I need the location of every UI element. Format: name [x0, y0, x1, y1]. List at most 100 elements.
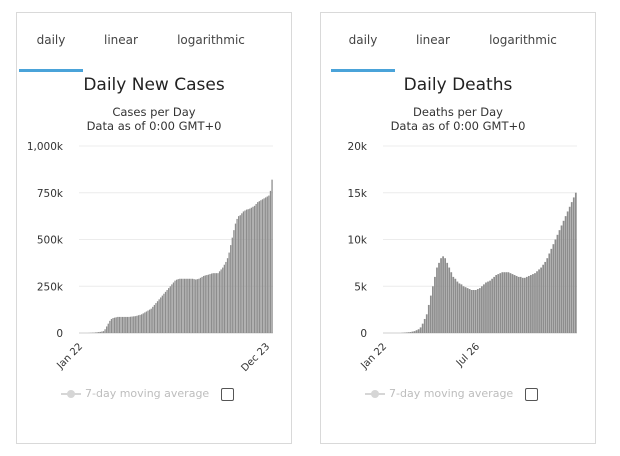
- data-bar: [145, 311, 148, 333]
- data-bar: [513, 275, 516, 333]
- data-bar: [515, 275, 518, 333]
- data-bar: [263, 198, 265, 333]
- data-bar: [421, 323, 424, 333]
- data-bar: [487, 281, 489, 333]
- data-bar: [252, 206, 254, 333]
- data-bar: [196, 279, 198, 333]
- data-bar: [454, 278, 457, 333]
- data-bar: [101, 331, 103, 333]
- data-bar: [104, 329, 106, 333]
- data-bar: [230, 245, 232, 333]
- data-bar: [460, 284, 463, 333]
- data-bar: [464, 287, 467, 333]
- data-bar: [450, 272, 453, 333]
- data-bar: [139, 314, 141, 333]
- data-bar: [209, 274, 211, 333]
- data-bar: [169, 286, 171, 333]
- data-bar: [444, 258, 447, 333]
- data-bar: [171, 284, 173, 333]
- data-bar: [242, 211, 245, 333]
- data-bar: [125, 316, 127, 333]
- y-tick-label: 250k: [37, 281, 64, 293]
- data-bar: [481, 286, 483, 333]
- data-bar: [215, 273, 218, 333]
- tab-daily[interactable]: daily: [331, 29, 395, 72]
- data-bar: [438, 262, 440, 333]
- data-bar: [448, 267, 451, 333]
- data-bar: [434, 276, 436, 333]
- data-bar: [128, 316, 130, 333]
- data-bar: [156, 301, 159, 333]
- y-tick-label: 20k: [348, 141, 368, 153]
- data-bar: [233, 230, 235, 333]
- tab-logarithmic[interactable]: logarithmic: [489, 33, 557, 47]
- data-bar: [195, 279, 197, 333]
- data-bar: [466, 288, 469, 333]
- data-bar: [417, 329, 420, 333]
- data-bar: [415, 330, 418, 333]
- data-bar: [436, 267, 438, 333]
- data-bar: [519, 276, 522, 333]
- data-bar: [458, 283, 461, 333]
- chart-tabs: daily linear logarithmic: [17, 29, 291, 72]
- legend-label: 7-day moving average: [389, 387, 514, 400]
- data-bar: [214, 273, 216, 333]
- data-bar: [503, 272, 506, 333]
- tab-linear[interactable]: linear: [416, 33, 450, 47]
- data-bar: [521, 277, 524, 333]
- data-bar: [120, 316, 122, 333]
- data-bar: [530, 275, 532, 333]
- data-bar: [538, 269, 540, 333]
- data-bar: [429, 295, 432, 333]
- data-bar: [141, 314, 143, 333]
- data-bar: [102, 331, 105, 333]
- data-bar: [493, 276, 496, 333]
- data-bar: [544, 261, 547, 333]
- tab-logarithmic[interactable]: logarithmic: [177, 33, 245, 47]
- data-bar: [570, 202, 573, 333]
- data-bar: [228, 252, 230, 333]
- data-bar: [166, 289, 168, 333]
- data-bar: [231, 237, 233, 333]
- data-bar: [411, 331, 414, 333]
- chart-subtitle: Deaths per Day: [413, 105, 503, 119]
- data-bar: [109, 320, 111, 333]
- data-bar: [495, 275, 498, 333]
- data-bar: [574, 192, 577, 333]
- data-bar: [210, 273, 213, 333]
- data-bar: [158, 299, 160, 333]
- data-bar: [176, 279, 178, 333]
- data-bar: [244, 210, 246, 333]
- data-bar: [452, 276, 455, 333]
- data-bar: [501, 272, 504, 333]
- data-bar: [425, 314, 428, 333]
- data-bar: [163, 293, 165, 333]
- data-bar: [182, 278, 184, 333]
- data-bar: [483, 284, 485, 333]
- y-tick-label: 0: [360, 328, 367, 340]
- data-bar: [96, 332, 98, 333]
- moving-average-checkbox[interactable]: [221, 388, 234, 401]
- data-bar: [247, 209, 249, 333]
- data-bar: [407, 332, 410, 333]
- data-bar: [148, 309, 151, 333]
- data-bar: [427, 304, 430, 333]
- data-bar: [183, 278, 186, 333]
- data-bar: [220, 269, 222, 333]
- data-bar: [177, 279, 179, 333]
- data-bar: [207, 274, 210, 333]
- chart-title: Daily New Cases: [83, 75, 225, 95]
- data-bar: [134, 316, 136, 333]
- tab-linear[interactable]: linear: [104, 33, 138, 47]
- data-bar: [268, 195, 270, 333]
- data-bar: [566, 211, 569, 333]
- data-bar: [536, 271, 538, 333]
- data-bar: [126, 316, 128, 333]
- data-bar: [136, 315, 138, 333]
- moving-average-checkbox[interactable]: [525, 388, 538, 401]
- data-bar: [261, 199, 264, 333]
- data-bar: [217, 273, 219, 333]
- y-tick-label: 15k: [348, 188, 368, 200]
- tab-daily[interactable]: daily: [19, 29, 83, 72]
- data-bar: [133, 316, 135, 333]
